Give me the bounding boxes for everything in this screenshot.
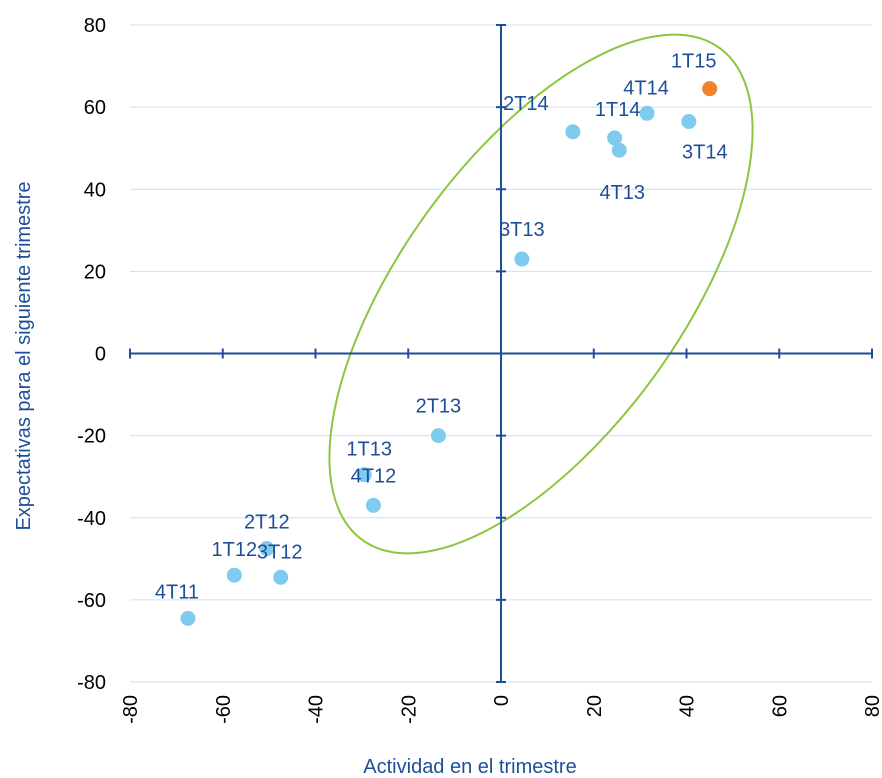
- data-point: [273, 569, 289, 585]
- data-point: [430, 428, 446, 444]
- point-label: 4T12: [351, 465, 397, 487]
- point-label: 1T13: [346, 439, 392, 461]
- data-point: [702, 81, 718, 97]
- point-label: 1T15: [671, 51, 717, 73]
- point-label: 2T14: [503, 93, 549, 115]
- y-tick-label: 60: [84, 97, 106, 119]
- data-point: [639, 105, 655, 121]
- y-tick-label: -40: [77, 508, 106, 530]
- point-label: 1T14: [595, 99, 641, 121]
- x-tick-label: 40: [677, 695, 699, 717]
- x-tick-label: 0: [491, 695, 513, 706]
- data-point: [514, 251, 530, 267]
- x-tick-labels: -80 -60 -40 -20 0 20 40 60 80: [120, 695, 882, 724]
- data-point: [226, 567, 242, 583]
- point-label: 3T12: [257, 541, 303, 563]
- point-label: 3T14: [682, 141, 728, 163]
- point-label: 3T13: [499, 219, 545, 241]
- y-tick-labels: 80 60 40 20 0 -20 -40 -60 -80: [77, 15, 106, 694]
- point-label: 4T11: [155, 581, 199, 603]
- point-label: 2T12: [244, 512, 290, 534]
- x-tick-label: -40: [306, 695, 328, 724]
- data-point: [681, 113, 697, 129]
- y-tick-label: -80: [77, 672, 106, 694]
- data-point: [607, 130, 623, 146]
- y-tick-label: -20: [77, 426, 106, 448]
- x-tick-label: 60: [769, 695, 791, 717]
- point-labels: 4T11 1T12 2T12 3T12 4T12 1T13 2T13 3T13 4T13 1T14…: [155, 51, 728, 604]
- data-point: [365, 497, 381, 513]
- data-point: [611, 142, 627, 158]
- point-label: 4T14: [623, 77, 669, 99]
- y-tick-label: -60: [77, 590, 106, 612]
- x-tick-label: -60: [213, 695, 235, 724]
- data-point: [356, 467, 372, 483]
- axes: [129, 24, 873, 683]
- point-label: 1T12: [212, 539, 258, 561]
- x-tick-label: -80: [120, 695, 142, 724]
- y-tick-label: 80: [84, 15, 106, 37]
- x-tick-label: 20: [584, 695, 606, 717]
- data-point: [259, 541, 275, 557]
- y-tick-label: 40: [84, 179, 106, 201]
- y-tick-label: 20: [84, 261, 106, 283]
- data-point: [565, 124, 581, 140]
- data-points: [180, 81, 718, 626]
- cluster-ellipse: [328, 33, 754, 555]
- data-point: [180, 610, 196, 626]
- point-label: 4T13: [599, 182, 645, 204]
- x-tick-label: 80: [862, 695, 882, 717]
- y-tick-label: 0: [95, 344, 106, 366]
- x-tick-label: -20: [398, 695, 420, 724]
- y-axis-label: Expectativas para el siguiente trimestre: [13, 181, 35, 530]
- x-axis-label: Actividad en el trimestre: [363, 756, 576, 778]
- point-label: 2T13: [416, 396, 462, 418]
